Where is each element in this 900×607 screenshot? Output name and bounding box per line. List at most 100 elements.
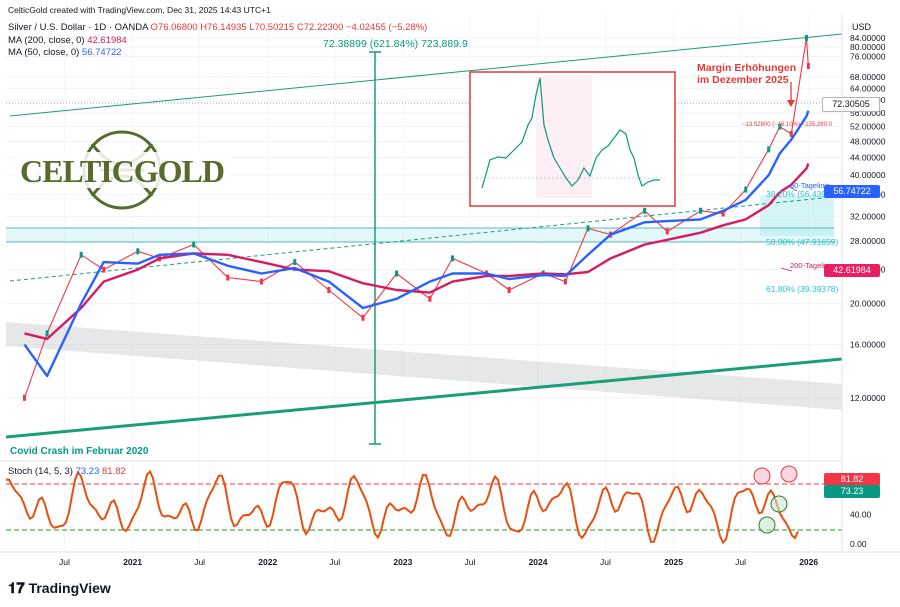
fib-382-label: 38.20% (56.43939) (766, 189, 839, 199)
credit-line: CelticGold created with TradingView.com,… (8, 5, 271, 15)
inset-highlight (536, 76, 592, 198)
price-tick-2: 20.00000 (850, 298, 886, 308)
stoch-tick-0: 0.00 (850, 539, 867, 549)
price-point-24 (721, 210, 725, 217)
time-tick-1: 2021 (123, 557, 142, 567)
price-tick-7: 40.00000 (850, 170, 886, 180)
ohlc-open: O76.06800 (150, 22, 198, 33)
price-tick-11: 56.00000 (850, 108, 886, 118)
price-point-7 (226, 274, 230, 281)
price-tick-15: 76.00000 (850, 52, 886, 62)
time-tick-9: 2025 (664, 557, 683, 567)
stoch-rebound-marker-1 (770, 495, 788, 513)
vertical-gridlines (63, 14, 810, 552)
price-point-16 (507, 286, 511, 293)
ma50-tag-label: 50-Tagelinie (790, 181, 831, 190)
time-tick-7: 2024 (529, 557, 548, 567)
price-point-11 (361, 314, 365, 321)
price-point-4 (136, 248, 140, 255)
ohlc-high: H76.14935 (200, 22, 247, 33)
symbol-name[interactable]: Silver / U.S. Dollar · 1D · OANDA (8, 22, 148, 33)
price-axis[interactable]: 12.0000016.0000020.0000024.0000028.00000… (850, 33, 886, 403)
ma50-pointer (787, 185, 798, 192)
covid-label: Covid Crash im Februar 2020 (10, 446, 149, 457)
time-axis[interactable]: Jul 2021 Jul 2022 Jul 2023 Jul 2024 Jul 2025 Jul 20… (59, 557, 818, 567)
ma200-pointer (780, 267, 793, 272)
ma50-line (23, 110, 810, 378)
price-point-9 (293, 259, 297, 266)
measure-label: 72.38899 (621.84%) 723,889.9 (323, 38, 468, 50)
stoch-axis: 0.00 40.00 (850, 509, 872, 549)
stoch-rebound-marker-2 (758, 516, 776, 534)
price-point-14 (451, 255, 455, 262)
price-point-8 (259, 278, 263, 285)
ma200-legend[interactable]: MA (200, close, 0) 42.61984 (8, 35, 127, 46)
price-point-23 (699, 207, 703, 214)
price-tick-10: 52.00000 (850, 122, 886, 132)
current-price-tag: 72.30505 (822, 97, 880, 112)
price-point-13 (428, 295, 432, 302)
fib-zone-50 (6, 228, 834, 242)
tradingview-icon: 𝟏𝟕 (8, 580, 25, 597)
inset-price-line (481, 77, 660, 189)
stoch-d-value: 81.82 (102, 466, 126, 477)
resistance-band (6, 322, 842, 410)
support-trend-line (5, 357, 843, 439)
price-tick-1: 16.00000 (850, 340, 886, 350)
price-point-12 (395, 270, 399, 277)
ma200-line (24, 163, 810, 341)
logo-text: CELTICGOLD (20, 153, 224, 189)
price-tick-8: 44.00000 (850, 153, 886, 163)
main-gridlines (6, 37, 842, 399)
ma200-legend-label: MA (200, close, 0) (8, 35, 85, 46)
time-tick-10: Jul (735, 557, 746, 567)
price-point-22 (665, 228, 669, 235)
price-tick-13: 64.00000 (850, 83, 886, 93)
middle-trend-line (9, 195, 843, 282)
stoch-tick-1: 40.00 (850, 509, 872, 519)
margin-arrow-head (787, 100, 795, 107)
fib-618-label: 61.80% (39.39378) (766, 284, 839, 294)
ma50-legend[interactable]: MA (50, close, 0) 56.74722 (8, 47, 122, 58)
price-point-3 (102, 266, 106, 273)
price-point-2 (79, 251, 83, 258)
tradingview-brand[interactable]: 𝟏𝟕 TradingView (8, 580, 111, 597)
time-tick-8: Jul (600, 557, 611, 567)
ma50-price-tag: 56.74722 (824, 185, 880, 198)
price-tick-9: 48.00000 (850, 136, 886, 146)
symbol-legend[interactable]: Silver / U.S. Dollar · 1D · OANDA O76.06… (8, 22, 427, 33)
inset-chart (469, 71, 676, 207)
time-tick-6: Jul (464, 557, 475, 567)
price-series-group (23, 35, 810, 401)
stoch-legend[interactable]: Stoch (14, 5, 3) 73.23 81.82 (8, 466, 126, 477)
time-tick-11: 2026 (799, 557, 818, 567)
price-point-25 (744, 186, 748, 193)
logo-text-band (14, 152, 230, 188)
price-point-21 (643, 207, 647, 214)
price-point-18 (563, 278, 567, 285)
ohlc-low: L70.50215 (249, 22, 295, 33)
price-point-19 (586, 225, 590, 232)
celticgold-logo: CELTICGOLD (14, 130, 230, 210)
ma50-legend-label: MA (50, close, 0) (8, 47, 80, 58)
price-tick-5: 32.00000 (850, 211, 886, 221)
margin-label: Margin Erhöhungen im Dezember 2025 (697, 62, 797, 86)
ma200-price-tag: 42.61984 (824, 264, 880, 277)
tradingview-wordmark: TradingView (28, 580, 111, 596)
ma200-legend-value: 42.61984 (87, 35, 127, 46)
stoch-legend-label: Stoch (14, 5, 3) (8, 466, 73, 477)
ohlc-change: −4.02455 (−5.28%) (346, 22, 428, 33)
price-tick-0: 12.00000 (850, 393, 886, 403)
stoch-k-value: 73.23 (75, 466, 100, 477)
price-tick-17: 84.00000 (850, 33, 886, 43)
price-point-29 (804, 35, 808, 41)
ma200-tag-label: 200-Tagelinie (790, 261, 835, 270)
time-tick-4: Jul (329, 557, 340, 567)
stoch-oscillator (5, 469, 799, 545)
price-point-26 (767, 146, 771, 153)
stoch-k-tag: 73.23 (824, 485, 880, 498)
stoch-overbought-marker-1 (753, 467, 771, 485)
ma50-legend-value: 56.74722 (81, 47, 122, 58)
time-tick-3: 2022 (258, 557, 277, 567)
